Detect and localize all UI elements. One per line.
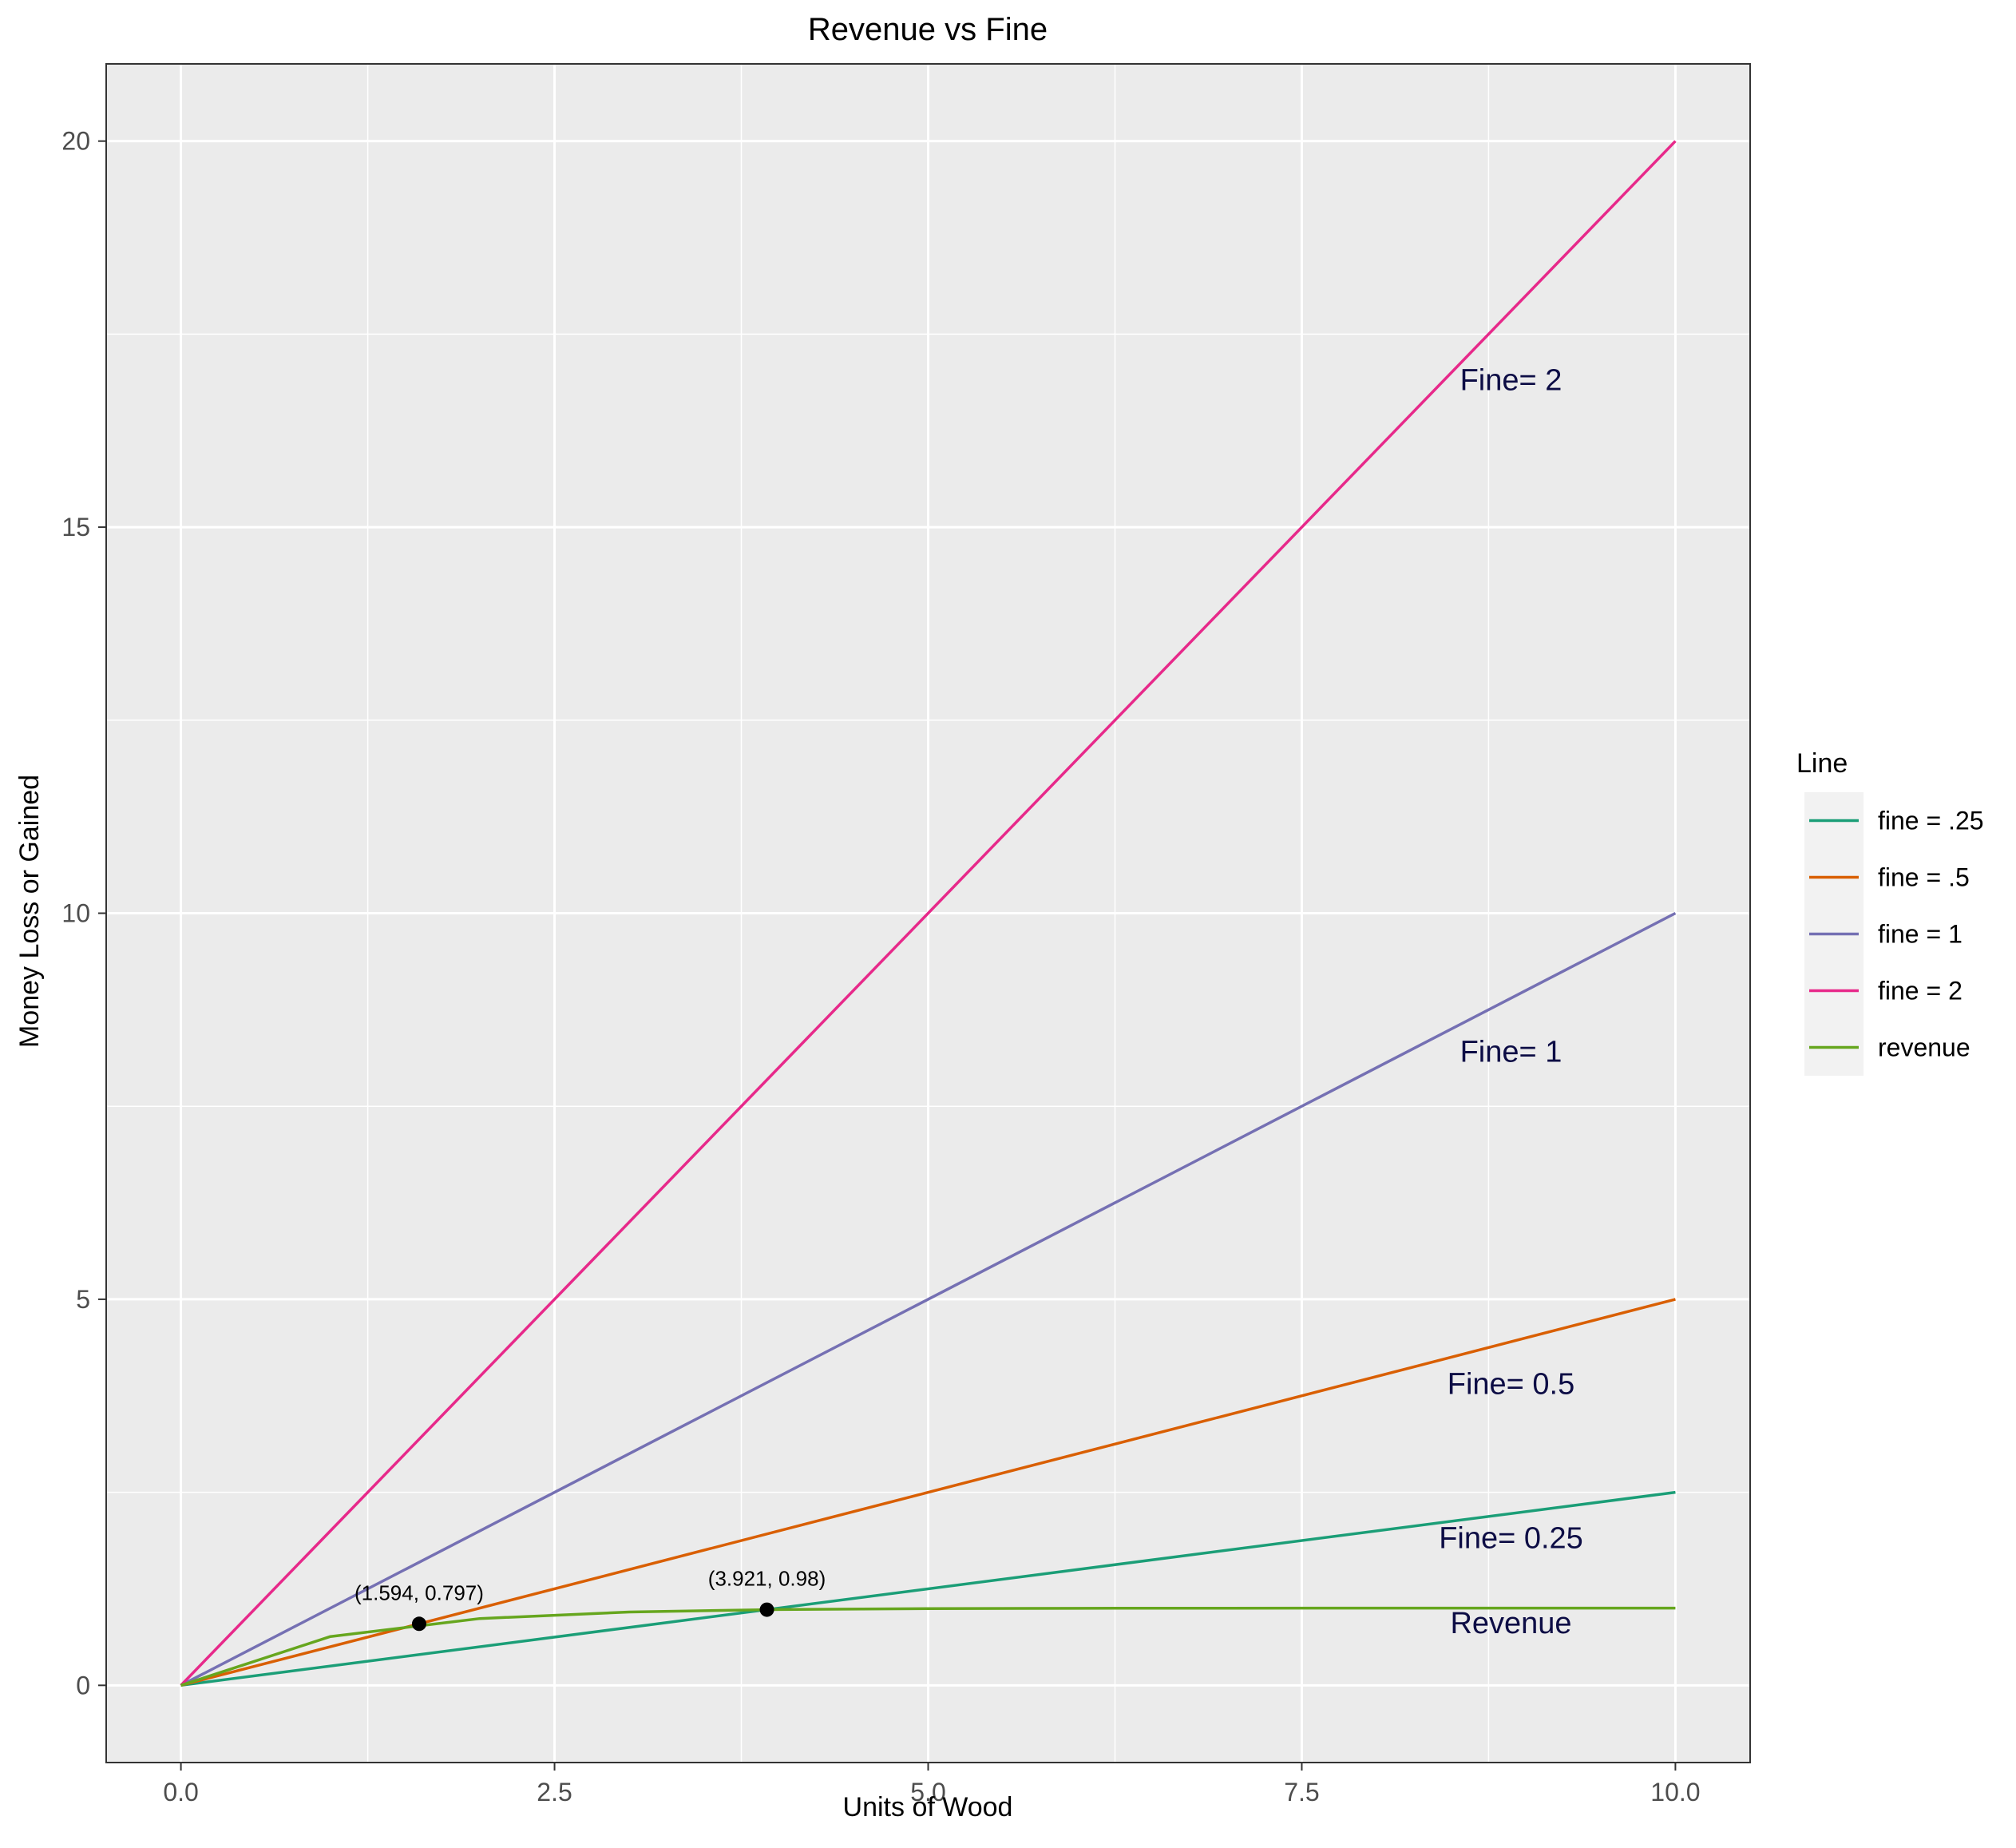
line-annotation-4: Revenue bbox=[1450, 1607, 1571, 1640]
y-tick-label: 5 bbox=[76, 1285, 90, 1314]
series-line-4 bbox=[180, 1606, 1676, 1687]
highlight-points: (1.594, 0.797) (3.921, 0.98) bbox=[354, 1567, 826, 1632]
y-tick-label: 20 bbox=[61, 127, 90, 156]
chart-title: Revenue vs Fine bbox=[808, 12, 1048, 47]
line-annotation-3: Fine= 0.25 bbox=[1439, 1522, 1583, 1556]
x-tick-label: 5.0 bbox=[910, 1778, 945, 1806]
series-line-2 bbox=[180, 911, 1677, 1687]
legend-label-4: revenue bbox=[1878, 1033, 1970, 1062]
series-line-3 bbox=[180, 140, 1677, 1687]
line-annotations: Fine= 2 Fine= 1 Fine= 0.5 Fine= 0.25 Revenue bbox=[1439, 363, 1583, 1640]
y-tick-label: 15 bbox=[61, 513, 90, 541]
intersection-point-0 bbox=[411, 1616, 426, 1632]
x-tick-label: 0.0 bbox=[163, 1778, 198, 1806]
x-tick-label: 2.5 bbox=[537, 1778, 572, 1806]
legend: Line fine = .25 fine = .5 fine = 1 fine = 2… bbox=[1796, 748, 1984, 1076]
intersection-point-label-0: (1.594, 0.797) bbox=[354, 1580, 484, 1604]
legend-label-2: fine = 1 bbox=[1878, 920, 1963, 949]
intersection-point-label-1: (3.921, 0.98) bbox=[708, 1567, 826, 1591]
series-line-0 bbox=[180, 1490, 1676, 1687]
series-lines bbox=[180, 140, 1677, 1687]
legend-label-3: fine = 2 bbox=[1878, 977, 1963, 1005]
series-line-1 bbox=[180, 1298, 1676, 1687]
legend-label-1: fine = .5 bbox=[1878, 863, 1970, 892]
x-tick-label: 7.5 bbox=[1284, 1778, 1319, 1806]
axes: 0.0 2.5 5.0 7.5 10.0 0 5 10 15 20 bbox=[61, 63, 1751, 1806]
legend-label-0: fine = .25 bbox=[1878, 807, 1984, 835]
intersection-point-1 bbox=[759, 1602, 774, 1617]
y-tick-label: 0 bbox=[76, 1671, 90, 1699]
y-axis-title: Money Loss or Gained bbox=[14, 775, 45, 1048]
x-axis-title: Units of Wood bbox=[843, 1792, 1013, 1822]
legend-title: Line bbox=[1796, 748, 1848, 779]
line-annotation-2: Fine= 0.5 bbox=[1448, 1367, 1575, 1401]
x-tick-label: 10.0 bbox=[1650, 1778, 1700, 1806]
y-tick-label: 10 bbox=[61, 899, 90, 928]
line-annotation-0: Fine= 2 bbox=[1460, 363, 1562, 397]
line-annotation-1: Fine= 1 bbox=[1460, 1036, 1562, 1069]
